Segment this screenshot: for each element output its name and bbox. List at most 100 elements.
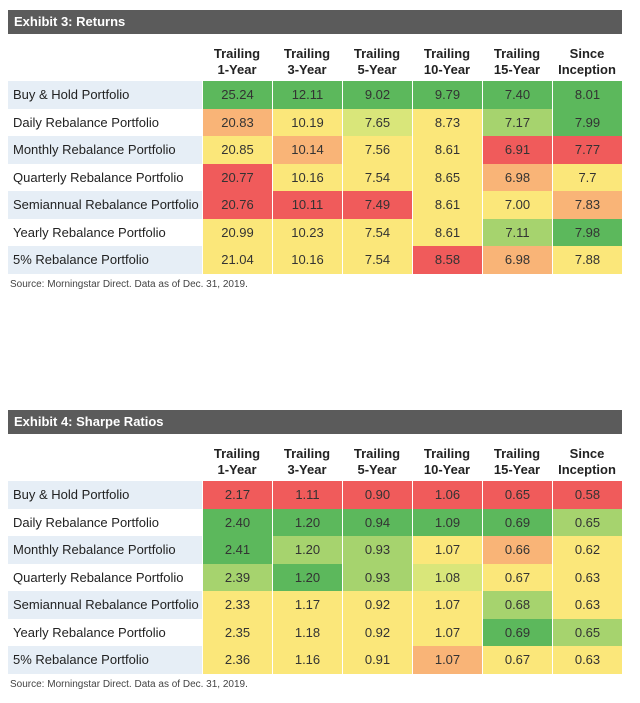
table-cell: 0.63: [553, 563, 622, 591]
column-header-line: Trailing: [423, 46, 471, 61]
table-cell: 8.61: [413, 218, 482, 246]
table-cell: 2.17: [203, 481, 272, 509]
column-header-line: Trailing: [493, 46, 541, 61]
table-cell: 1.11: [273, 481, 342, 509]
table-cell: 7.54: [343, 218, 412, 246]
row-label: Daily Rebalance Portfolio: [13, 514, 159, 530]
table-row: 5% Rebalance Portfolio 21.04 10.16 7.54 8.58…: [8, 246, 622, 274]
column-header: Trailing 10-Year: [413, 46, 481, 78]
column-header-line: Trailing: [353, 46, 401, 61]
table-cell: 0.92: [343, 618, 412, 646]
table-cell: 7.56: [343, 136, 412, 164]
table-cell: 1.07: [413, 536, 482, 564]
table-cell: 1.18: [273, 618, 342, 646]
table-cell: 0.67: [483, 646, 552, 674]
table-cell: 7.40: [483, 81, 552, 109]
table-cell: 8.61: [413, 191, 482, 219]
table-cell: 7.83: [553, 191, 622, 219]
table-row: Yearly Rebalance Portfolio 2.35 1.18 0.92 1.…: [8, 618, 622, 646]
row-label: Yearly Rebalance Portfolio: [13, 224, 166, 240]
table-row: Buy & Hold Portfolio 25.24 12.11 9.02 9.79 7.…: [8, 81, 622, 109]
column-header: Trailing 1-Year: [203, 446, 271, 478]
table-cell: 20.77: [203, 163, 272, 191]
column-header-line: 5-Year: [357, 462, 397, 477]
column-header: Since Inception: [553, 46, 621, 78]
column-header-line: 1-Year: [217, 462, 257, 477]
table-cell: 0.90: [343, 481, 412, 509]
table-cell: 20.83: [203, 108, 272, 136]
table-cell: 7.49: [343, 191, 412, 219]
column-header-line: 10-Year: [423, 462, 471, 477]
table-cell: 0.91: [343, 646, 412, 674]
source-note: Source: Morningstar Direct. Data as of D…: [10, 278, 248, 290]
table-row: Daily Rebalance Portfolio 20.83 10.19 7.65 8…: [8, 108, 622, 136]
exhibit-title: Exhibit 3: Returns: [8, 10, 622, 34]
table-body: Buy & Hold Portfolio 25.24 12.11 9.02 9.79 7.…: [8, 81, 622, 274]
table-cell: 1.17: [273, 591, 342, 619]
table-cell: 7.77: [553, 136, 622, 164]
table-cell: 0.62: [553, 536, 622, 564]
table-cell: 20.85: [203, 136, 272, 164]
column-header-line: 1-Year: [217, 62, 257, 77]
row-label: Quarterly Rebalance Portfolio: [13, 169, 184, 185]
table-cell: 8.01: [553, 81, 622, 109]
table-cell: 0.66: [483, 536, 552, 564]
table-row: 5% Rebalance Portfolio 2.36 1.16 0.91 1.07 0.…: [8, 646, 622, 674]
table-cell: 8.58: [413, 246, 482, 274]
table-cell: 6.98: [483, 163, 552, 191]
row-label: Monthly Rebalance Portfolio: [8, 136, 202, 164]
table-cell: 9.02: [343, 81, 412, 109]
column-header-line: Trailing: [283, 46, 331, 61]
row-label: Yearly Rebalance Portfolio: [13, 624, 166, 640]
table-cell: 20.99: [203, 218, 272, 246]
row-label: 5% Rebalance Portfolio: [8, 646, 202, 674]
table-cell: 1.20: [273, 536, 342, 564]
column-header: Trailing 3-Year: [273, 46, 341, 78]
table-cell: 7.11: [483, 218, 552, 246]
table-cell: 0.68: [483, 591, 552, 619]
table-cell: 8.73: [413, 108, 482, 136]
column-header-line: Since: [569, 46, 605, 61]
column-header: Since Inception: [553, 446, 621, 478]
table-cell: 10.16: [273, 163, 342, 191]
table-cell: 6.98: [483, 246, 552, 274]
table-cell: 8.61: [413, 136, 482, 164]
table-row: Yearly Rebalance Portfolio 20.99 10.23 7.54…: [8, 218, 622, 246]
table-cell: 10.19: [273, 108, 342, 136]
column-header-line: 15-Year: [493, 62, 541, 77]
table-cell: 1.08: [413, 563, 482, 591]
table-cell: 7.99: [553, 108, 622, 136]
table-row: Monthly Rebalance Portfolio 20.85 10.14 7.5…: [8, 136, 622, 164]
exhibit-sharpe-ratios: Exhibit 4: Sharpe Ratios Trailing 1-Year …: [8, 410, 622, 690]
table-cell: 10.11: [273, 191, 342, 219]
table-row: Daily Rebalance Portfolio 2.40 1.20 0.94 1.0…: [8, 508, 622, 536]
table-cell: 1.09: [413, 508, 482, 536]
source-note: Source: Morningstar Direct. Data as of D…: [10, 678, 248, 690]
table-cell: 0.65: [483, 481, 552, 509]
table-cell: 0.69: [483, 618, 552, 646]
column-header: Trailing 15-Year: [483, 446, 551, 478]
table-cell: 7.98: [553, 218, 622, 246]
column-header-line: 10-Year: [423, 62, 471, 77]
column-header: Trailing 10-Year: [413, 446, 481, 478]
column-header: Trailing 3-Year: [273, 446, 341, 478]
exhibit-returns: Exhibit 3: Returns Trailing 1-Year Traili…: [8, 10, 622, 290]
table-cell: 1.07: [413, 646, 482, 674]
table-cell: 7.7: [553, 163, 622, 191]
row-label: Semiannual Rebalance Portfolio: [8, 591, 202, 619]
table-cell: 9.79: [413, 81, 482, 109]
column-header-row: Trailing 1-Year Trailing 3-Year Trailing 5-…: [8, 434, 622, 481]
table-cell: 0.58: [553, 481, 622, 509]
table-cell: 0.69: [483, 508, 552, 536]
table-cell: 0.67: [483, 563, 552, 591]
table-cell: 7.54: [343, 163, 412, 191]
row-label: Semiannual Rebalance Portfolio: [8, 191, 202, 219]
column-header-line: Inception: [558, 462, 616, 477]
table-cell: 0.93: [343, 563, 412, 591]
table-cell: 1.20: [273, 563, 342, 591]
table-cell: 10.23: [273, 218, 342, 246]
table-cell: 7.54: [343, 246, 412, 274]
table-cell: 7.00: [483, 191, 552, 219]
table-row: Quarterly Rebalance Portfolio 2.39 1.20 0.9…: [8, 563, 622, 591]
table-row: Quarterly Rebalance Portfolio 20.77 10.16 7…: [8, 163, 622, 191]
